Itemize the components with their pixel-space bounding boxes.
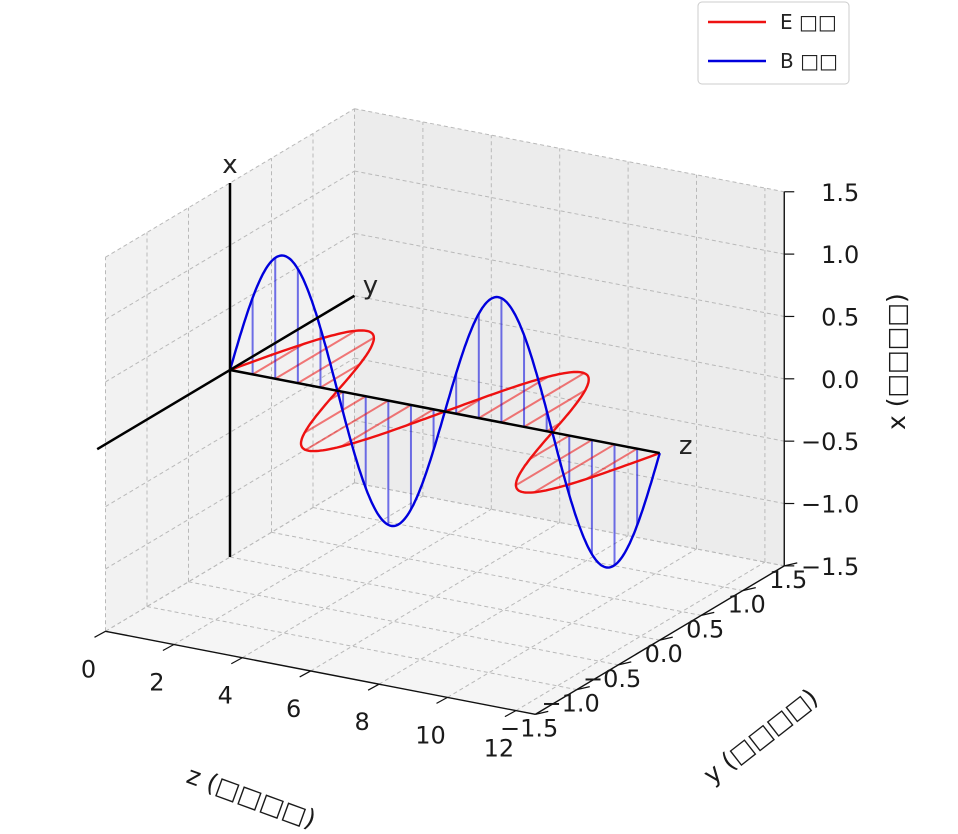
gridline-z-floor (515, 561, 766, 712)
e-field-vector (585, 447, 638, 480)
e-field-vector (274, 329, 357, 380)
e-field-vector (523, 389, 586, 428)
z-tick-label: 12 (484, 735, 515, 763)
legend: E □□ B □□ (697, 1, 850, 85)
e-field-vector (319, 363, 361, 389)
gridline-y-floor (146, 606, 577, 691)
z-tick (231, 657, 243, 665)
e-field-vector (529, 434, 570, 460)
y-tick (535, 710, 549, 715)
z-tick-label: 8 (354, 708, 369, 736)
e-field-vector (297, 336, 375, 384)
z-tick-label: 10 (415, 721, 446, 749)
z-tick-label: 4 (218, 682, 233, 710)
reference-axis-y-label: y (363, 271, 378, 301)
z-tick (162, 643, 175, 652)
x-tick-label: −0.5 (801, 428, 859, 456)
e-field-vector (340, 404, 412, 448)
z-axis-line (105, 630, 536, 716)
gridline-x-back (354, 170, 785, 255)
gridline-x-left (105, 232, 355, 383)
y-tick (742, 587, 756, 592)
x-tick-label: −1.5 (801, 553, 859, 581)
e-field-vector (533, 443, 616, 494)
y-tick-label: 0.0 (645, 640, 683, 668)
gridline-x-left (105, 357, 355, 508)
x-axis-title: x (□□□□) (882, 293, 911, 430)
z-tick (299, 670, 311, 678)
gridline-y-floor (271, 531, 702, 616)
y-tick-label: −1.5 (500, 714, 558, 742)
gridline-z-floor (447, 548, 697, 698)
gridline-x-left (105, 170, 355, 320)
e-field-vector (515, 439, 593, 487)
gridline-z-floor (242, 508, 492, 659)
y-tick-label: −1.0 (541, 690, 599, 718)
gridline-x-back (354, 482, 785, 567)
y-tick-label: 1.5 (769, 566, 807, 594)
z-tick (436, 696, 448, 704)
reference-axis-x-label: x (222, 150, 237, 180)
y-tick-label: 0.5 (686, 615, 724, 643)
gridline-x-left (105, 108, 355, 258)
chart-reference-axes: x y z (96, 150, 693, 558)
gridline-y-floor (188, 581, 619, 666)
y-tick-label: −0.5 (583, 665, 641, 693)
y-tick (576, 686, 590, 691)
legend-label-b: B □□ (780, 49, 838, 73)
z-tick-label: 2 (149, 669, 164, 697)
e-field-vector (478, 375, 549, 419)
y-tick (618, 661, 632, 666)
chart-ticks: 0 2 4 6 8 10 12−1.5−1.0−0.50.00.51.01.5−1.5−1.… (81, 179, 859, 763)
z-tick-label: 0 (81, 655, 96, 683)
reference-axis-z-label: z (679, 431, 693, 461)
y-tick (659, 636, 673, 641)
reference-axis-z (229, 368, 660, 455)
e-field-vector (304, 395, 367, 434)
y-tick (701, 611, 715, 616)
z-tick (94, 630, 106, 638)
gridline-x-left (105, 482, 355, 632)
y-axis-title: y (□□□□) (698, 683, 824, 790)
x-tick-label: 0.5 (821, 303, 859, 331)
z-axis-title: z (□□□□) (183, 760, 320, 833)
x-tick-label: −1.0 (801, 491, 859, 519)
reference-axis-y (96, 294, 356, 451)
gridline-y-floor (229, 556, 660, 641)
gridline-x-back (354, 232, 785, 317)
z-tick (367, 683, 380, 691)
z-tick (504, 710, 517, 718)
z-tick-label: 6 (286, 695, 301, 723)
x-tick-label: 1.5 (821, 179, 859, 207)
gridline-z-floor (378, 535, 629, 685)
x-tick-label: 1.0 (821, 241, 859, 269)
gridline-x-back (354, 295, 785, 380)
legend-label-e: E □□ (780, 10, 837, 34)
x-tick-label: 0.0 (821, 366, 859, 394)
gridline-x-back (354, 108, 785, 193)
e-field-vector (252, 343, 305, 376)
gridline-z-floor (173, 495, 424, 645)
gridline-z-floor (310, 522, 560, 672)
y-tick-label: 1.0 (728, 591, 766, 619)
